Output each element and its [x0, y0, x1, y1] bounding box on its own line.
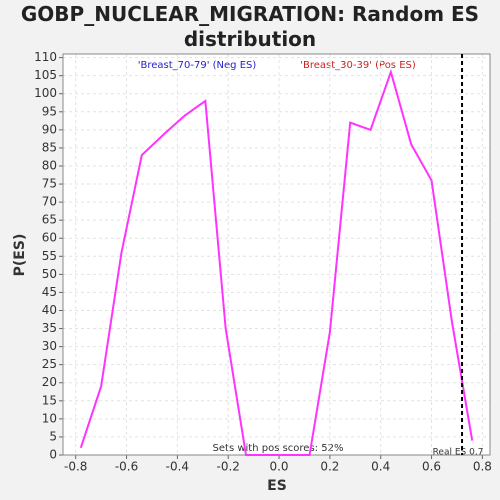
y-tick-label: 90	[42, 122, 57, 136]
y-tick-label: 40	[42, 303, 57, 317]
annotation: Sets with pos scores: 52%	[213, 443, 344, 454]
x-tick-label: 0.4	[371, 460, 390, 474]
annotation: 'Breast_30-39' (Pos ES)	[300, 60, 416, 71]
y-tick-label: 0	[49, 448, 57, 462]
x-tick-label: -0.4	[166, 460, 189, 474]
y-axis-label: P(ES)	[12, 234, 28, 277]
y-tick-label: 35	[42, 321, 57, 335]
y-tick-label: 50	[42, 267, 57, 281]
x-tick-label: 0.6	[422, 460, 441, 474]
y-tick-label: 60	[42, 231, 57, 245]
x-tick-label: -0.8	[64, 460, 87, 474]
y-tick-label: 70	[42, 195, 57, 209]
x-tick-label: -0.2	[216, 460, 239, 474]
y-tick-label: 25	[42, 357, 57, 371]
x-tick-label: -0.6	[115, 460, 138, 474]
y-tick-label: 5	[49, 429, 57, 443]
x-tick-label: 0.8	[473, 460, 492, 474]
annotation: 'Breast_70-79' (Neg ES)	[138, 60, 257, 71]
y-tick-label: 110	[34, 50, 57, 64]
plot-area	[63, 54, 490, 455]
y-tick-label: 100	[34, 86, 57, 100]
y-tick-label: 10	[42, 411, 57, 425]
y-tick-label: 45	[42, 285, 57, 299]
y-tick-label: 55	[42, 249, 57, 263]
y-tick-label: 30	[42, 339, 57, 353]
annotation: Real ES 0.7	[433, 448, 484, 458]
y-tick-label: 95	[42, 104, 57, 118]
x-axis-label: ES	[267, 478, 287, 494]
x-tick-label: 0.0	[269, 460, 288, 474]
y-tick-label: 15	[42, 393, 57, 407]
x-tick-label: 0.2	[320, 460, 339, 474]
y-tick-label: 65	[42, 213, 57, 227]
y-tick-label: 85	[42, 140, 57, 154]
chart-title: GOBP_NUCLEAR_MIGRATION: Random ES distri…	[20, 2, 480, 51]
y-tick-label: 75	[42, 177, 57, 191]
y-tick-label: 20	[42, 375, 57, 389]
y-tick-label: 105	[34, 68, 57, 82]
y-tick-label: 80	[42, 158, 57, 172]
data-line	[79, 68, 474, 456]
